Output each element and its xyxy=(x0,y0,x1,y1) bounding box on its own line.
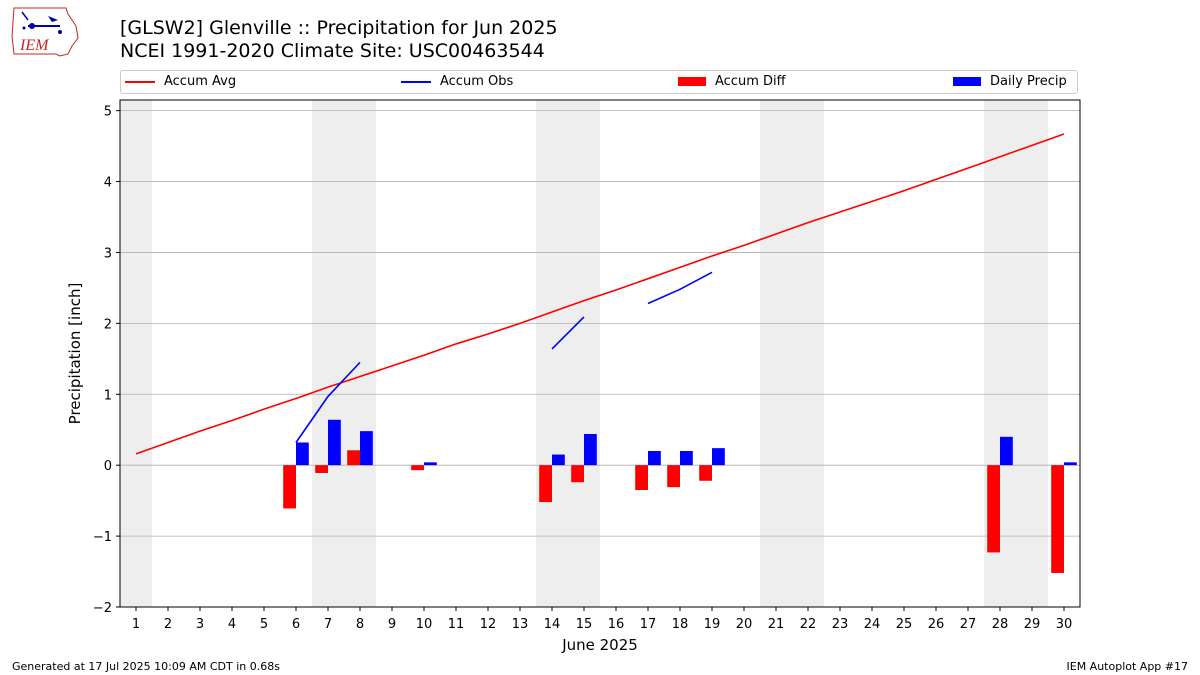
weekend-shade xyxy=(568,100,600,607)
x-tick-label: 7 xyxy=(324,617,332,632)
x-tick-label: 30 xyxy=(1056,617,1073,632)
legend-swatch-daily-precip xyxy=(953,77,981,86)
x-tick-label: 23 xyxy=(832,617,849,632)
legend-swatch-accum-obs xyxy=(401,80,431,83)
daily-precip-bar xyxy=(328,419,341,466)
y-axis-label: Precipitation [inch] xyxy=(66,283,84,425)
weekend-shade xyxy=(120,100,152,607)
accum-diff-bar xyxy=(667,465,680,488)
footer-generated: Generated at 17 Jul 2025 10:09 AM CDT in… xyxy=(12,660,280,673)
x-tick-label: 2 xyxy=(164,617,172,632)
x-tick-label: 1 xyxy=(132,617,140,632)
x-tick-label: 6 xyxy=(292,617,300,632)
accum-diff-bar xyxy=(571,465,584,483)
daily-precip-bar xyxy=(296,442,309,466)
accum-diff-bar xyxy=(987,465,1000,553)
daily-precip-bar xyxy=(648,451,661,466)
legend-item-accum-diff: Accum Diff xyxy=(678,74,786,89)
y-tick-label: 5 xyxy=(104,105,112,120)
weekend-shade xyxy=(792,100,824,607)
x-tick-label: 3 xyxy=(196,617,204,632)
daily-precip-bar xyxy=(712,448,725,466)
legend-label: Accum Obs xyxy=(440,74,514,89)
legend-label: Accum Avg xyxy=(164,74,237,89)
accum-avg-line xyxy=(135,133,1065,455)
x-axis-label: June 2025 xyxy=(561,636,638,654)
weekend-shade xyxy=(1016,100,1048,607)
legend-label: Accum Diff xyxy=(715,74,786,89)
weekend-shade xyxy=(760,100,792,607)
daily-precip-bar xyxy=(584,433,597,466)
accum-obs-line xyxy=(295,361,361,443)
x-tick-label: 13 xyxy=(512,617,529,632)
accum-diff-bar xyxy=(283,465,296,509)
daily-precip-bar xyxy=(680,451,693,466)
x-tick-label: 26 xyxy=(928,617,945,632)
x-tick-label: 10 xyxy=(416,617,433,632)
daily-precip-bar xyxy=(1064,462,1077,466)
legend-label: Daily Precip xyxy=(990,74,1067,89)
legend-item-accum-avg: Accum Avg xyxy=(125,74,236,89)
y-tick-label: −2 xyxy=(93,601,112,616)
legend-swatch-accum-avg xyxy=(125,80,155,83)
x-tick-label: 18 xyxy=(672,617,689,632)
weekend-shade xyxy=(312,100,344,607)
accum-diff-bar xyxy=(539,465,552,503)
daily-precip-bar xyxy=(552,454,565,466)
iem-logo-icon: IEM xyxy=(11,7,79,57)
chart-title: [GLSW2] Glenville :: Precipitation for J… xyxy=(120,17,558,39)
x-tick-label: 12 xyxy=(480,617,497,632)
daily-precip-bar xyxy=(424,462,437,466)
footer-app: IEM Autoplot App #17 xyxy=(1066,660,1189,673)
x-tick-label: 9 xyxy=(388,617,396,632)
accum-diff-bar xyxy=(347,450,360,466)
y-tick-label: 4 xyxy=(104,176,112,191)
x-tick-label: 24 xyxy=(864,617,881,632)
accum-obs-line xyxy=(647,271,713,305)
y-tick-label: 0 xyxy=(104,459,112,474)
x-tick-label: 22 xyxy=(800,617,817,632)
x-tick-label: 16 xyxy=(608,617,625,632)
accum-diff-bar xyxy=(411,465,424,471)
accum-obs-line xyxy=(551,316,585,350)
weekend-shade xyxy=(344,100,376,607)
plot-frame xyxy=(119,99,1081,608)
x-tick-label: 28 xyxy=(992,617,1009,632)
chart-legend: Accum Avg Accum Obs Accum Diff Daily Pre… xyxy=(120,70,1078,94)
x-tick-label: 11 xyxy=(448,617,465,632)
accum-diff-bar xyxy=(635,465,648,490)
accum-diff-bar xyxy=(699,465,712,481)
logo-text: IEM xyxy=(19,37,50,54)
daily-precip-bar xyxy=(360,431,373,466)
weekend-shade xyxy=(536,100,568,607)
x-tick-label: 20 xyxy=(736,617,753,632)
x-tick-label: 8 xyxy=(356,617,364,632)
x-tick-label: 19 xyxy=(704,617,721,632)
x-tick-label: 5 xyxy=(260,617,268,632)
y-tick-label: −1 xyxy=(93,530,112,545)
daily-precip-bar xyxy=(1000,436,1013,466)
chart-subtitle: NCEI 1991-2020 Climate Site: USC00463544 xyxy=(120,40,545,62)
x-tick-label: 27 xyxy=(960,617,977,632)
x-tick-label: 15 xyxy=(576,617,593,632)
x-tick-label: 25 xyxy=(896,617,913,632)
y-tick-label: 3 xyxy=(104,246,112,261)
accum-diff-bar xyxy=(315,465,328,473)
y-tick-label: 1 xyxy=(104,388,112,403)
legend-item-daily-precip: Daily Precip xyxy=(953,74,1067,89)
y-tick-label: 2 xyxy=(104,317,112,332)
legend-item-accum-obs: Accum Obs xyxy=(401,74,513,89)
x-tick-label: 29 xyxy=(1024,617,1041,632)
x-tick-label: 21 xyxy=(768,617,785,632)
accum-diff-bar xyxy=(1051,465,1064,573)
x-tick-label: 14 xyxy=(544,617,561,632)
legend-swatch-accum-diff xyxy=(678,77,706,86)
x-tick-label: 4 xyxy=(228,617,236,632)
x-tick-label: 17 xyxy=(640,617,657,632)
